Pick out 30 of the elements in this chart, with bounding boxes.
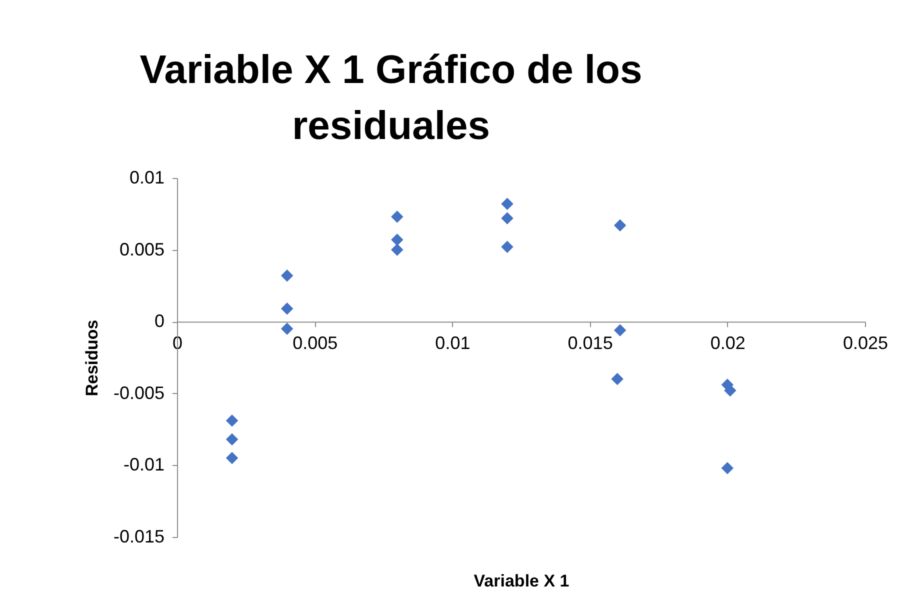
point [226,452,238,464]
y-tick-label: 0 [154,311,164,332]
point [501,198,514,210]
point [614,324,626,336]
point [391,244,404,256]
y-tick-label: -0.015 [113,526,164,546]
point [391,210,404,223]
x-tick-label: 0.005 [292,333,338,354]
y-tick-label: -0.01 [123,454,164,475]
point [614,219,626,232]
point [501,240,514,254]
point [611,372,624,386]
y-axis-title: Residuos [82,320,102,396]
point [501,212,514,224]
y-tick-label: 0.005 [119,239,164,260]
point [391,234,404,246]
point [280,322,294,335]
y-tick-label: 0.01 [129,168,164,188]
chart-title: Variable X 1 Gráfico de los residuales [140,48,642,148]
y-tick-label: -0.005 [113,382,164,403]
point [226,414,238,427]
x-tick-label: 0.025 [842,333,888,354]
point [280,302,294,315]
x-tick-label: 0.01 [435,333,470,354]
x-tick-label: 0.02 [710,333,746,354]
point [280,270,294,282]
point [226,433,238,446]
point [721,462,734,474]
x-axis-title: Variable X 1 [474,572,570,590]
x-tick-label: 0.015 [568,333,613,354]
